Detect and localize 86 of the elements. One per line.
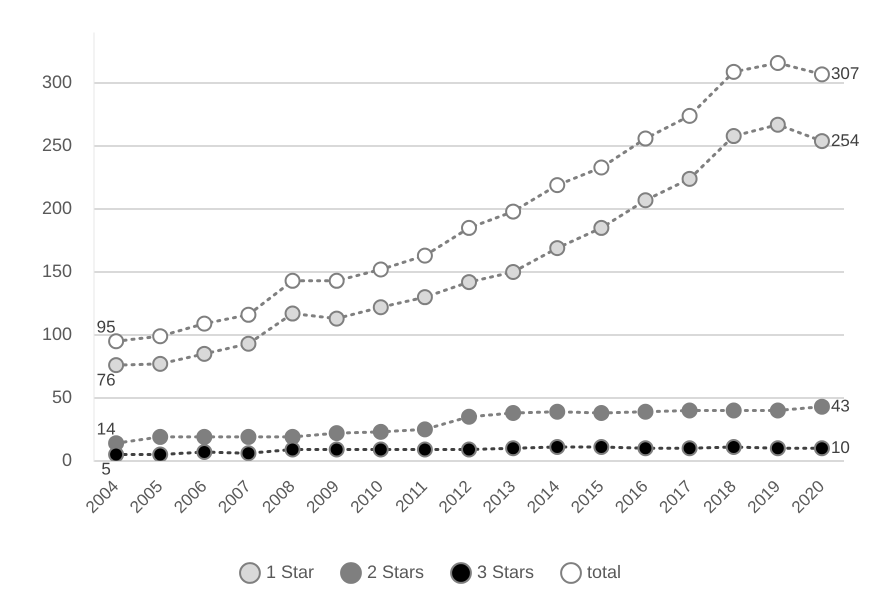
point bbox=[549, 240, 566, 256]
point bbox=[637, 404, 654, 420]
data-label: 14 bbox=[96, 419, 116, 438]
point bbox=[240, 445, 256, 461]
point bbox=[593, 404, 610, 421]
point bbox=[152, 356, 168, 372]
point bbox=[770, 116, 786, 133]
point bbox=[416, 442, 433, 458]
point bbox=[814, 133, 830, 150]
point bbox=[549, 177, 566, 194]
point bbox=[814, 440, 830, 456]
point bbox=[682, 402, 698, 418]
point bbox=[726, 438, 742, 455]
point bbox=[196, 444, 212, 460]
point bbox=[196, 316, 212, 332]
point bbox=[505, 264, 522, 280]
point bbox=[505, 204, 522, 220]
point bbox=[372, 424, 389, 440]
point bbox=[549, 438, 566, 455]
point bbox=[637, 130, 654, 147]
point bbox=[549, 404, 566, 420]
point bbox=[770, 402, 786, 418]
point bbox=[593, 160, 610, 176]
point bbox=[416, 421, 433, 438]
point bbox=[284, 306, 301, 322]
data-label: 5 bbox=[101, 460, 111, 479]
legend-label: 1 Star bbox=[266, 562, 314, 582]
point bbox=[284, 272, 301, 289]
point bbox=[328, 310, 345, 327]
data-label: 95 bbox=[96, 317, 116, 336]
point bbox=[770, 55, 786, 72]
point bbox=[152, 428, 168, 445]
point bbox=[726, 128, 742, 144]
y-tick-label: 100 bbox=[42, 324, 72, 344]
point bbox=[461, 442, 478, 458]
point bbox=[593, 438, 610, 455]
point bbox=[372, 442, 389, 458]
legend-label: total bbox=[587, 562, 622, 582]
point bbox=[461, 408, 478, 425]
point bbox=[372, 299, 389, 316]
point bbox=[240, 428, 256, 445]
point bbox=[328, 272, 345, 289]
data-label: 43 bbox=[830, 396, 850, 416]
point bbox=[108, 357, 124, 374]
data-label: 76 bbox=[96, 370, 116, 390]
point bbox=[461, 274, 478, 290]
point bbox=[814, 66, 830, 82]
point bbox=[593, 220, 610, 236]
y-tick-label: 200 bbox=[42, 198, 72, 218]
data-label: 254 bbox=[830, 130, 860, 150]
point bbox=[108, 333, 124, 350]
point bbox=[416, 289, 433, 306]
point bbox=[372, 261, 389, 278]
point bbox=[814, 398, 830, 415]
point bbox=[682, 170, 698, 187]
point bbox=[328, 442, 345, 458]
point bbox=[108, 446, 124, 461]
point bbox=[284, 442, 301, 458]
point bbox=[152, 446, 168, 461]
point bbox=[284, 428, 301, 445]
point bbox=[505, 440, 522, 456]
point bbox=[637, 192, 654, 208]
point bbox=[461, 220, 478, 236]
y-tick-label: 250 bbox=[42, 135, 72, 156]
point bbox=[416, 248, 433, 264]
y-tick-label: 150 bbox=[42, 260, 72, 281]
point bbox=[196, 428, 212, 445]
y-tick-label: 300 bbox=[42, 72, 72, 92]
point bbox=[770, 440, 786, 456]
y-tick-label: 50 bbox=[52, 386, 72, 407]
point bbox=[726, 402, 742, 418]
point bbox=[240, 336, 256, 352]
point bbox=[240, 306, 256, 323]
point bbox=[726, 64, 742, 80]
point bbox=[152, 328, 168, 344]
point bbox=[328, 425, 345, 442]
legend-label: 2 Stars bbox=[366, 562, 424, 582]
point bbox=[682, 108, 698, 124]
data-label: 10 bbox=[830, 438, 850, 457]
point bbox=[637, 440, 654, 456]
data-label: 307 bbox=[830, 64, 860, 84]
y-tick-label: 0 bbox=[62, 450, 72, 470]
point bbox=[682, 440, 698, 456]
point bbox=[505, 404, 522, 421]
legend-label: 3 Stars bbox=[477, 562, 534, 582]
point bbox=[196, 346, 212, 362]
